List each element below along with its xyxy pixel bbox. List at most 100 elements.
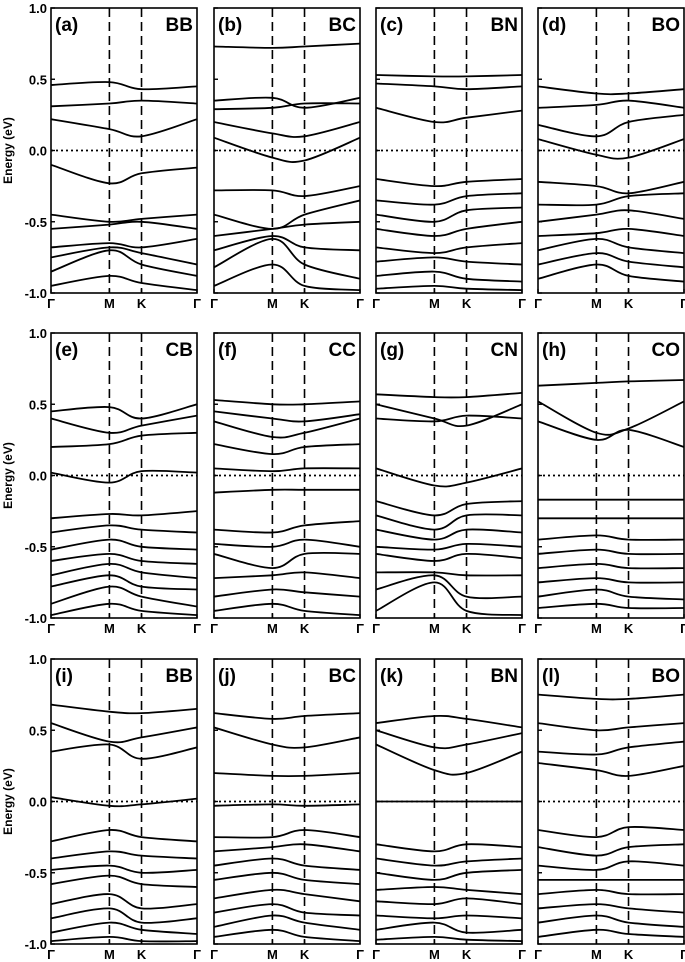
band-line-2 [376, 403, 522, 428]
band-line-4 [376, 178, 522, 188]
x-tick-label: Γ [193, 947, 201, 962]
x-tick-label: K [462, 296, 472, 311]
band-line-2 [538, 99, 684, 109]
panel-name: BN [491, 15, 518, 36]
band-line-7 [376, 220, 522, 237]
band-line-3 [51, 118, 197, 138]
panel-l: Γ M K Γ (l) BO [534, 658, 685, 962]
band-line-3 [214, 772, 360, 778]
y-tick-label: 0.0 [29, 469, 47, 484]
band-line-3 [376, 414, 522, 423]
panel-e: Γ M K Γ 1.0 0.5 0.0 -0.5 -1.0 Energy (eV) (e) CB [1, 326, 201, 636]
band-line-7 [51, 864, 197, 874]
band-line-7 [376, 869, 522, 881]
band-line-2 [538, 400, 684, 436]
band-line-12 [214, 602, 360, 616]
band-line-11 [538, 914, 684, 928]
x-tick-label: Γ [47, 296, 55, 311]
panel-tag: (i) [55, 666, 73, 687]
panel-tag: (h) [542, 340, 566, 361]
band-line-4 [214, 121, 360, 138]
x-tick-label: Γ [210, 621, 218, 636]
panel-name: BB [166, 15, 193, 36]
band-line-1 [214, 712, 360, 720]
band-line-8 [376, 542, 522, 551]
band-line-5 [538, 825, 684, 839]
band-line-11 [376, 574, 522, 600]
band-line-11 [214, 263, 360, 291]
panel-f: Γ M K Γ (f) CC [210, 332, 364, 636]
x-tick-label: K [462, 947, 472, 962]
band-line-6 [214, 488, 360, 494]
band-line-8 [214, 220, 360, 237]
band-line-11 [376, 285, 522, 291]
band-line-10 [51, 574, 197, 591]
band-line-10 [51, 907, 197, 924]
band-line-11 [214, 914, 360, 931]
x-tick-label: Γ [680, 947, 685, 962]
x-tick-label: K [300, 947, 310, 962]
band-line-7 [538, 209, 684, 223]
x-tick-label: Γ [534, 947, 542, 962]
x-tick-label: M [104, 947, 115, 962]
x-tick-label: K [300, 621, 310, 636]
x-tick-label: K [300, 296, 310, 311]
panel-j: Γ M K Γ (j) BC [210, 658, 364, 962]
panel-name: CC [329, 340, 357, 361]
band-line-5 [51, 829, 197, 843]
band-line-9 [538, 577, 684, 584]
band-line-10 [538, 588, 684, 601]
band-line-8 [538, 227, 684, 237]
x-tick-label: Γ [210, 296, 218, 311]
panel-tag: (c) [380, 15, 403, 36]
band-line-9 [376, 256, 522, 266]
band-line-1 [538, 693, 684, 701]
x-tick-label: Γ [518, 947, 526, 962]
x-tick-label: Γ [356, 947, 364, 962]
band-line-4 [538, 138, 684, 160]
band-line-9 [51, 893, 197, 910]
panel-tag: (f) [218, 340, 237, 361]
band-line-1 [538, 85, 684, 96]
band-line-1 [376, 392, 522, 399]
panel-g: Γ M K Γ (g) CN [372, 332, 526, 636]
band-line-4 [376, 467, 522, 488]
y-tick-label: -0.5 [25, 215, 47, 230]
x-tick-label: Γ [372, 947, 380, 962]
x-tick-label: Γ [680, 621, 685, 636]
panel-c: Γ M K Γ (c) BN [372, 7, 526, 311]
panel-name: BN [491, 666, 518, 687]
band-line-10 [538, 252, 684, 269]
band-line-4 [51, 469, 197, 484]
x-tick-label: M [591, 621, 602, 636]
band-line-11 [538, 263, 684, 283]
band-line-6 [538, 534, 684, 541]
x-tick-label: K [624, 947, 634, 962]
x-tick-label: M [591, 296, 602, 311]
x-tick-label: M [267, 621, 278, 636]
band-line-5 [51, 213, 197, 223]
band-line-11 [51, 585, 197, 608]
band-line-4 [538, 762, 684, 777]
y-tick-label: 1.0 [29, 1, 47, 16]
band-line-8 [51, 874, 197, 888]
band-line-7 [538, 548, 684, 556]
band-line-6 [376, 206, 522, 223]
panel-d: Γ M K Γ (d) BO [534, 7, 685, 311]
panel-name: BB [166, 666, 193, 687]
band-line-6 [214, 185, 360, 198]
band-line-6 [376, 513, 522, 531]
panel-k: Γ M K Γ (k) BN [372, 658, 526, 962]
band-line-5 [51, 510, 197, 520]
x-tick-label: M [267, 947, 278, 962]
y-tick-label: 1.0 [29, 326, 47, 341]
x-tick-label: Γ [356, 296, 364, 311]
band-line-5 [376, 500, 522, 517]
band-line-8 [214, 871, 360, 885]
band-line-1 [538, 379, 684, 387]
band-line-7 [376, 528, 522, 541]
band-line-2 [538, 722, 684, 732]
band-line-8 [376, 242, 522, 254]
band-line-3 [538, 420, 684, 448]
y-tick-label: 0.5 [29, 397, 47, 412]
